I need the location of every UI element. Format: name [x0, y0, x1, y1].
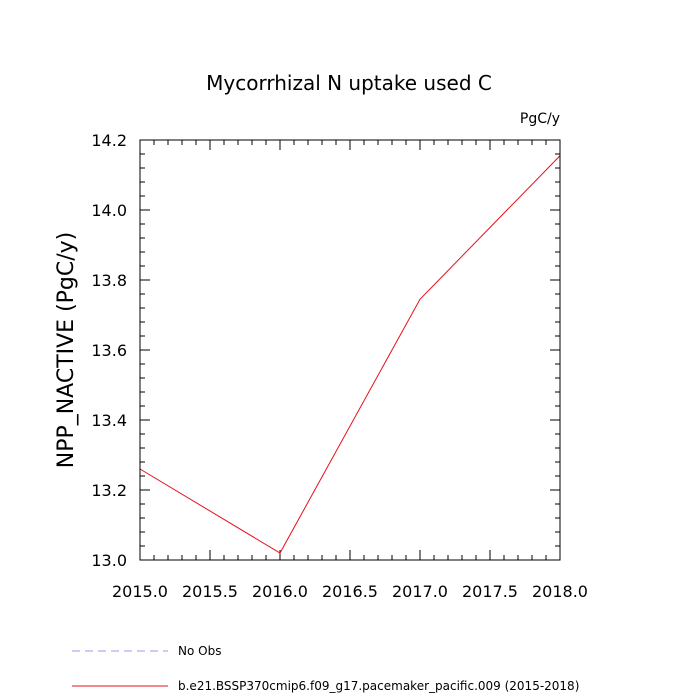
axis-ticks — [139, 139, 561, 561]
x-tick-label: 2017.5 — [462, 582, 518, 601]
x-tick-label: 2015.5 — [182, 582, 238, 601]
plot-frame — [139, 139, 561, 561]
tick-labels: 2015.0 2015.5 2016.0 2016.5 2017.0 2017.5 2018… — [91, 131, 588, 601]
y-tick-label: 13.4 — [91, 411, 127, 430]
series-line-1 — [139, 155, 561, 554]
chart-title: Mycorrhizal N uptake used C — [206, 71, 492, 95]
legend-label-0: No Obs — [178, 644, 221, 658]
y-tick-label: 13.6 — [91, 341, 127, 360]
y-tick-label: 13.8 — [91, 271, 127, 290]
series-layer — [139, 155, 561, 554]
y-tick-label: 13.0 — [91, 551, 127, 570]
x-tick-label: 2016.5 — [322, 582, 378, 601]
units-label: PgC/y — [520, 111, 560, 127]
y-tick-label: 14.0 — [91, 201, 127, 220]
x-tick-label: 2015.0 — [112, 582, 168, 601]
x-tick-label: 2018.0 — [532, 582, 588, 601]
y-axis-label: NPP_NACTIVE (PgC/y) — [54, 232, 79, 469]
x-tick-label: 2017.0 — [392, 582, 448, 601]
y-tick-label: 14.2 — [91, 131, 127, 150]
legend: No Obs b.e21.BSSP370cmip6.f09_g17.pacemak… — [72, 644, 579, 693]
legend-label-1: b.e21.BSSP370cmip6.f09_g17.pacemaker_pac… — [178, 679, 579, 693]
x-tick-label: 2016.0 — [252, 582, 308, 601]
y-tick-label: 13.2 — [91, 481, 127, 500]
